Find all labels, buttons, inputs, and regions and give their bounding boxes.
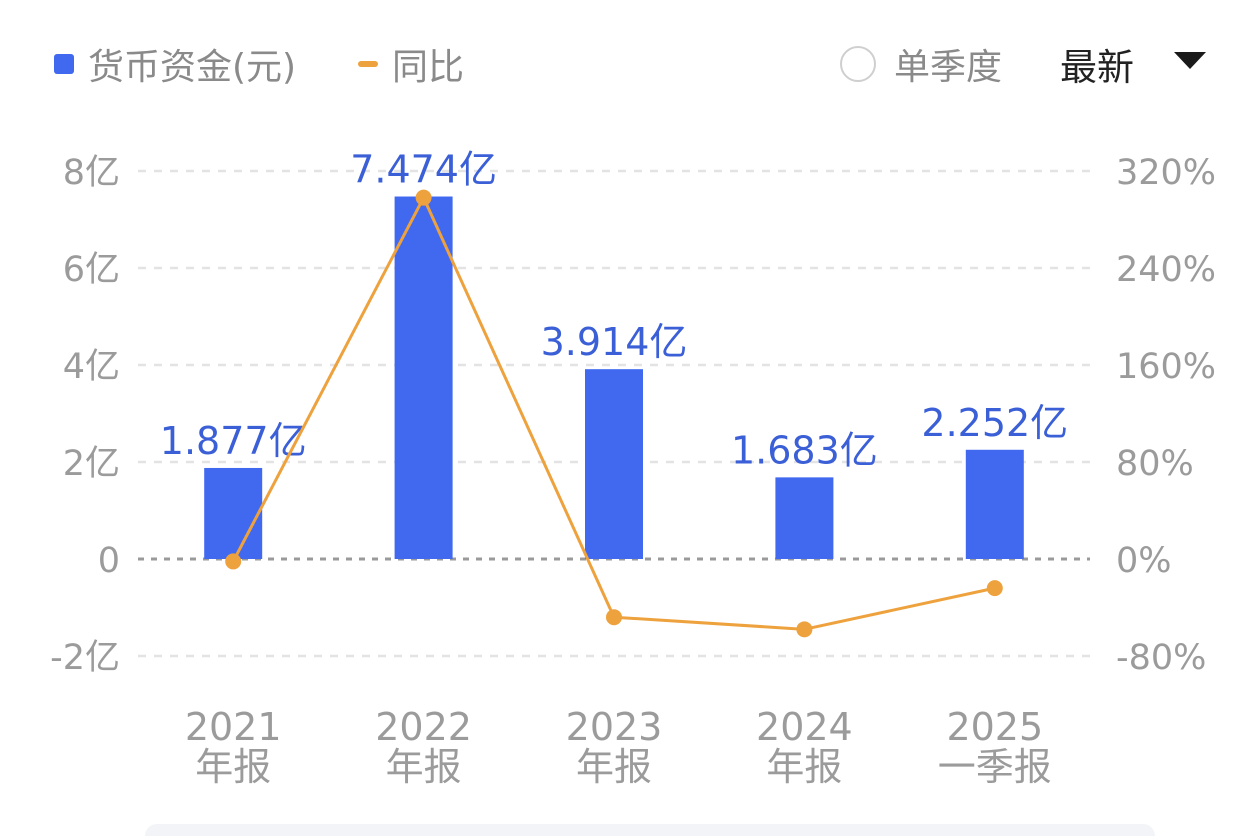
bar: [775, 477, 834, 559]
x-tick-label-period: 年报: [386, 745, 462, 789]
y-left-tick-label: 8亿: [63, 153, 120, 193]
bar-value-label: 1.683亿: [731, 428, 878, 472]
y-right-tick-label: 160%: [1116, 347, 1216, 387]
sort-dropdown[interactable]: 最新: [1060, 40, 1134, 89]
bar-value-label: 3.914亿: [541, 320, 688, 364]
y-left-tick-label: -2亿: [50, 638, 120, 678]
chart-legend: 货币资金(元) 同比 单季度 最新: [0, 0, 1260, 130]
y-left-tick-label: 0: [98, 541, 120, 581]
y-left-tick-label: 2亿: [63, 444, 120, 484]
legend-bar-label: 货币资金(元): [88, 47, 297, 88]
yoy-point: [415, 189, 432, 206]
radio-circle-icon[interactable]: [840, 46, 876, 82]
x-tick-label-period: 年报: [766, 745, 842, 789]
yoy-point: [986, 580, 1003, 597]
y-left-tick-label: 4亿: [63, 347, 120, 387]
legend-item-bar[interactable]: 货币资金(元): [54, 40, 296, 88]
sort-dropdown-label: 最新: [1060, 46, 1134, 89]
yoy-point: [796, 621, 813, 638]
bar: [585, 369, 643, 559]
y-left-tick-label: 6亿: [63, 250, 120, 290]
bar-value-label: 1.877亿: [160, 419, 307, 463]
bar-value-label: 2.252亿: [921, 401, 1068, 445]
legend-line-swatch: [358, 61, 378, 67]
y-right-tick-label: 240%: [1116, 250, 1216, 290]
x-tick-label-year: 2021: [185, 705, 282, 749]
dropdown-caret-icon[interactable]: [1174, 52, 1206, 69]
legend-line-label: 同比: [392, 47, 465, 88]
bar: [394, 196, 453, 560]
x-tick-label-year: 2024: [756, 705, 853, 749]
x-tick-label-period: 年报: [195, 745, 271, 789]
yoy-point: [225, 553, 242, 570]
bottom-panel-edge: [145, 824, 1155, 836]
x-tick-label-period: 年报: [576, 745, 652, 789]
bar: [204, 467, 263, 559]
y-right-tick-label: 0%: [1116, 541, 1172, 581]
x-tick-label-year: 2022: [375, 705, 472, 749]
yoy-point: [606, 609, 622, 626]
y-right-tick-label: 80%: [1116, 444, 1194, 484]
single-quarter-toggle[interactable]: 单季度: [840, 40, 1002, 88]
x-tick-label-year: 2025: [946, 705, 1043, 749]
legend-item-line[interactable]: 同比: [358, 40, 464, 88]
x-tick-label-year: 2023: [566, 705, 663, 749]
y-right-tick-label: -80%: [1116, 638, 1206, 678]
legend-bar-swatch: [54, 54, 74, 74]
y-right-tick-label: 320%: [1116, 153, 1216, 193]
single-quarter-label: 单季度: [894, 47, 1003, 88]
x-tick-label-period: 一季报: [938, 745, 1052, 789]
bar-value-label: 7.474亿: [350, 148, 497, 192]
bar: [965, 449, 1024, 559]
